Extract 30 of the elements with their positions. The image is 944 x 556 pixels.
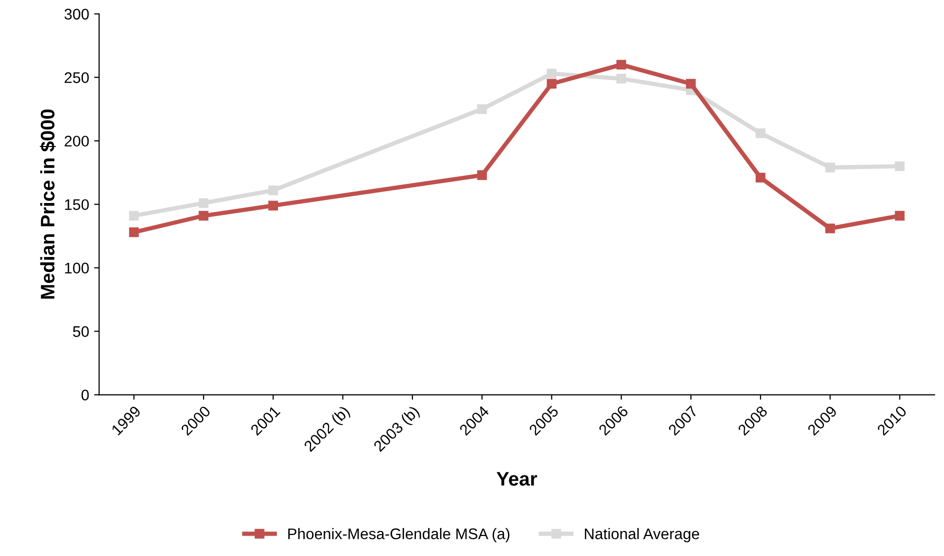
y-tick-label: 0 [82, 390, 89, 400]
point [477, 104, 487, 114]
point [756, 172, 766, 183]
legend-label: National Average [584, 528, 700, 542]
point [546, 78, 557, 89]
point [756, 128, 766, 138]
y-tick-label: 300 [64, 8, 89, 20]
y-tick-label: 200 [64, 136, 89, 147]
y-tick-label: 50 [73, 326, 89, 337]
point [268, 186, 278, 196]
x-axis-title: Year [496, 472, 538, 486]
point [129, 227, 139, 238]
point [894, 210, 905, 221]
point [198, 210, 208, 221]
point [129, 210, 139, 221]
y-axis-title: Median Price in $000 [40, 109, 56, 299]
legend-label: Phoenix-Mesa-Glendale MSA (a) [288, 528, 510, 542]
y-tick-label: 150 [65, 199, 89, 210]
point [477, 170, 487, 180]
point [268, 200, 278, 210]
point [825, 224, 835, 234]
y-tick-label: 250 [64, 72, 89, 84]
point [546, 68, 557, 78]
point [616, 60, 626, 70]
y-tick-label: 100 [65, 262, 89, 274]
point [616, 74, 626, 84]
point [198, 198, 208, 208]
point [686, 78, 696, 89]
point [825, 162, 835, 172]
point [894, 161, 905, 172]
